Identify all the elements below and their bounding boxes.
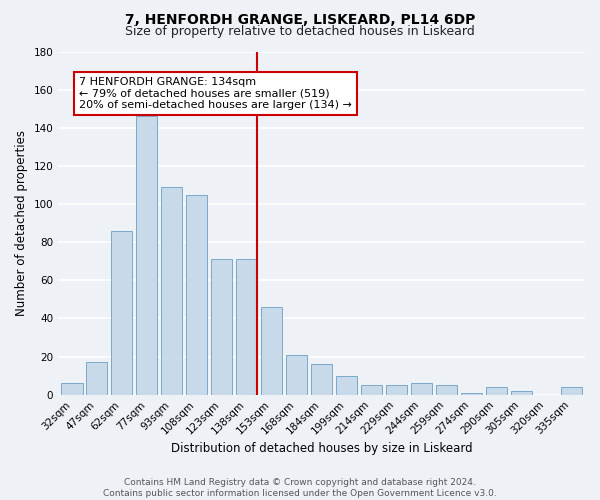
Bar (61, 384, 83, 394)
Bar (560, 387, 582, 394)
Bar (211, 260, 232, 394)
Text: Size of property relative to detached houses in Liskeard: Size of property relative to detached ho… (125, 25, 475, 38)
Bar (386, 385, 407, 394)
Bar (236, 260, 257, 394)
Bar (436, 385, 457, 394)
Bar (161, 187, 182, 394)
Bar (336, 376, 357, 394)
Bar (111, 230, 133, 394)
Bar (86, 362, 107, 394)
Bar (311, 364, 332, 394)
Y-axis label: Number of detached properties: Number of detached properties (15, 130, 28, 316)
Bar (486, 387, 507, 394)
Bar (461, 393, 482, 394)
Bar (286, 354, 307, 395)
Text: 7 HENFORDH GRANGE: 134sqm
← 79% of detached houses are smaller (519)
20% of semi: 7 HENFORDH GRANGE: 134sqm ← 79% of detac… (79, 77, 352, 110)
Bar (361, 385, 382, 394)
Bar (186, 194, 208, 394)
Bar (511, 391, 532, 394)
Text: 7, HENFORDH GRANGE, LISKEARD, PL14 6DP: 7, HENFORDH GRANGE, LISKEARD, PL14 6DP (125, 12, 475, 26)
Bar (411, 384, 432, 394)
Bar (136, 116, 157, 394)
X-axis label: Distribution of detached houses by size in Liskeard: Distribution of detached houses by size … (171, 442, 472, 455)
Text: Contains HM Land Registry data © Crown copyright and database right 2024.
Contai: Contains HM Land Registry data © Crown c… (103, 478, 497, 498)
Bar (261, 307, 282, 394)
